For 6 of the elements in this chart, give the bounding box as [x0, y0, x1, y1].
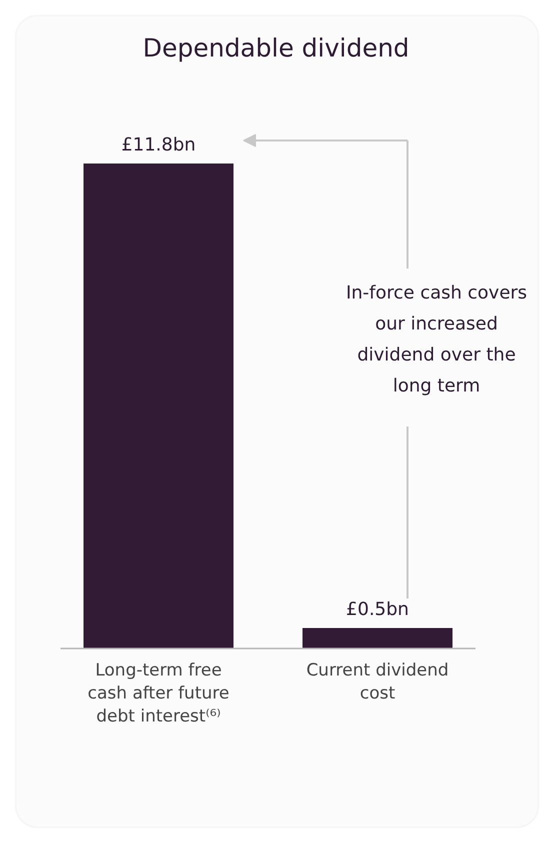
- data-label: £0.5bn: [346, 598, 409, 620]
- x-tick-label: Current dividend cost: [306, 660, 449, 704]
- chart-title: Dependable dividend: [142, 34, 410, 62]
- data-label: £11.8bn: [121, 134, 196, 156]
- x-tick-label: Long-term free cash after future debt interest⁽⁶⁾: [88, 660, 230, 726]
- annotation: In-force cash covers our increased dividend over the long term: [346, 282, 528, 396]
